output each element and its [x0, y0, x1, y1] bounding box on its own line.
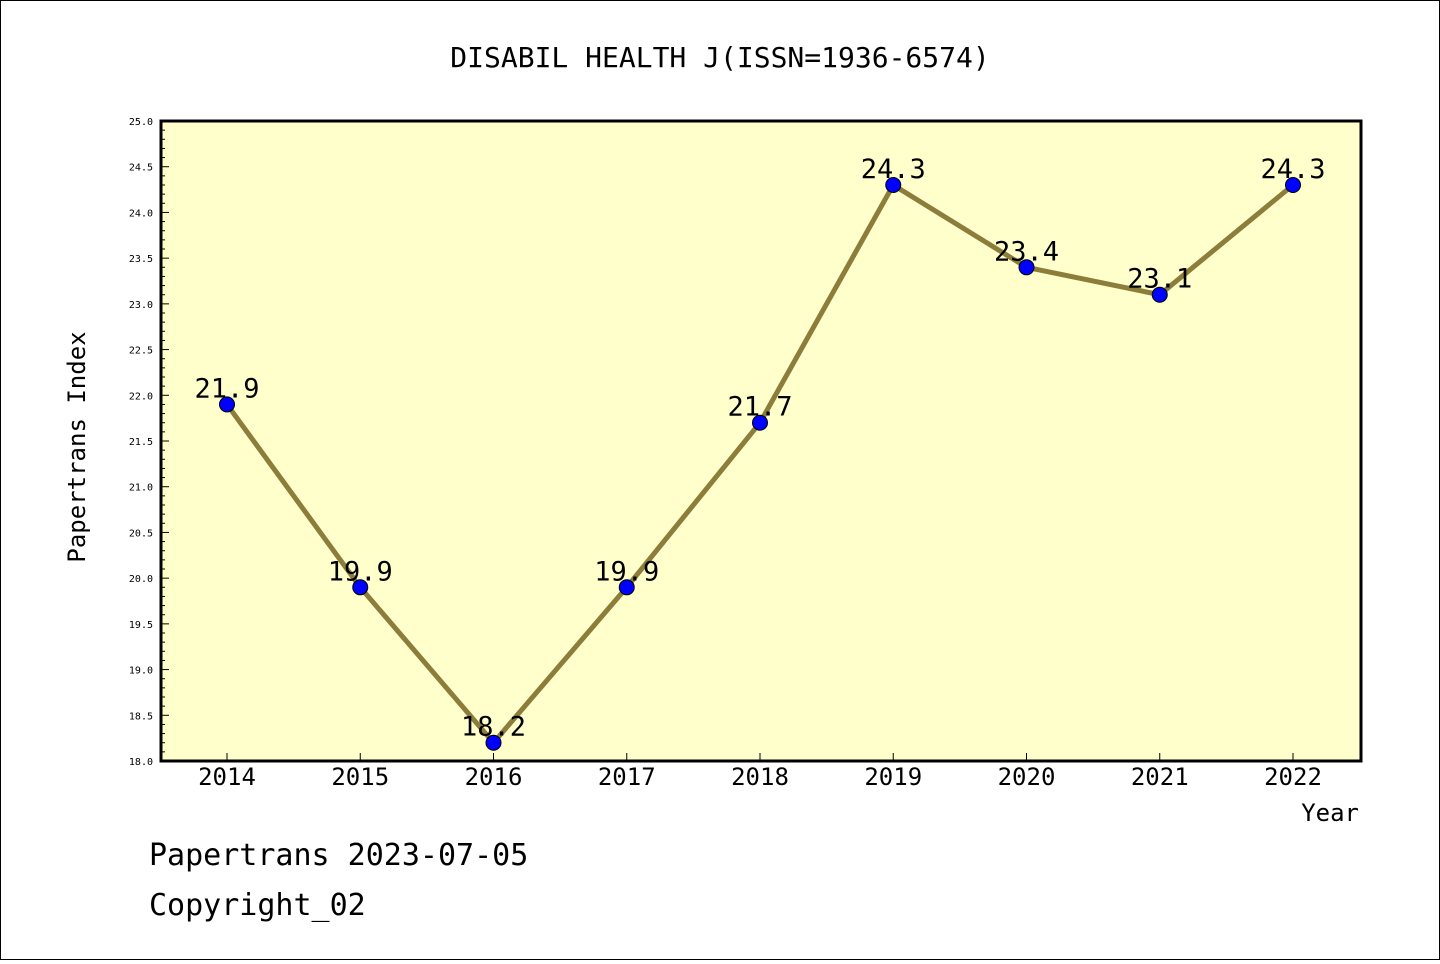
y-tick-label: 21.0: [129, 483, 153, 494]
y-tick-label: 23.5: [129, 254, 153, 265]
y-tick-label: 20.0: [129, 574, 153, 585]
plot-area: [159, 119, 1363, 763]
y-tick-label: 23.0: [129, 300, 153, 311]
x-tick-label: 2020: [998, 763, 1056, 791]
x-tick-label: 2017: [598, 763, 656, 791]
data-label: 18.2: [461, 712, 526, 743]
x-axis: 2014 2015 2016 2017 2018 2019 2020 2021 2022: [198, 753, 1322, 791]
y-tick-label: 22.0: [129, 391, 153, 402]
y-tick-label: 18.5: [129, 711, 153, 722]
data-label: 19.9: [328, 556, 393, 587]
y-tick-label: 24.5: [129, 163, 153, 174]
y-axis: 18.0 18.5 19.0 19.5 20.0 20.5 21.0 21.5 22.0 22.5…: [129, 117, 169, 768]
data-point: [885, 177, 902, 193]
y-tick-label: 20.5: [129, 528, 153, 539]
data-point: [1151, 286, 1168, 303]
y-axis-title: Papertrans Index: [63, 331, 91, 562]
series-layer: 21.9 19.9 18.2 19.9 21.7 24.3 23.4 23.1 24.3: [194, 154, 1326, 751]
data-label: 19.9: [594, 556, 659, 587]
data-label: 23.4: [994, 236, 1059, 267]
x-tick-label: 2015: [331, 763, 389, 791]
y-tick-label: 21.5: [129, 437, 153, 448]
y-tick-label: 19.0: [129, 666, 153, 677]
data-label: 24.3: [861, 154, 926, 185]
footer-copyright: Copyright_02: [149, 888, 366, 923]
x-axis-title: Year: [1301, 799, 1359, 827]
x-tick-label: 2019: [864, 763, 922, 791]
data-label: 23.1: [1127, 264, 1192, 295]
x-tick-label: 2018: [731, 763, 789, 791]
chart-title: DISABIL HEALTH J(ISSN=1936-6574): [450, 41, 989, 74]
x-tick-label: 2022: [1264, 763, 1322, 791]
x-tick-label: 2021: [1131, 763, 1189, 791]
y-tick-label: 19.5: [129, 620, 153, 631]
y-tick-label: 24.0: [129, 208, 153, 219]
y-tick-label: 18.0: [129, 757, 153, 768]
data-point: [618, 579, 635, 596]
data-point: [219, 396, 235, 413]
data-point: [352, 579, 369, 596]
data-label: 21.9: [194, 373, 259, 404]
data-point: [752, 414, 768, 431]
x-tick-label: 2016: [465, 763, 523, 791]
y-tick-label: 22.5: [129, 346, 153, 357]
footer-date: Papertrans 2023-07-05: [149, 838, 528, 873]
y-tick-label: 25.0: [129, 117, 153, 128]
x-tick-label: 2014: [198, 763, 256, 791]
data-point: [1018, 259, 1035, 276]
data-point: [485, 734, 502, 751]
data-label: 24.3: [1260, 154, 1325, 185]
data-point: [1285, 177, 1301, 193]
data-label: 21.7: [727, 392, 792, 423]
